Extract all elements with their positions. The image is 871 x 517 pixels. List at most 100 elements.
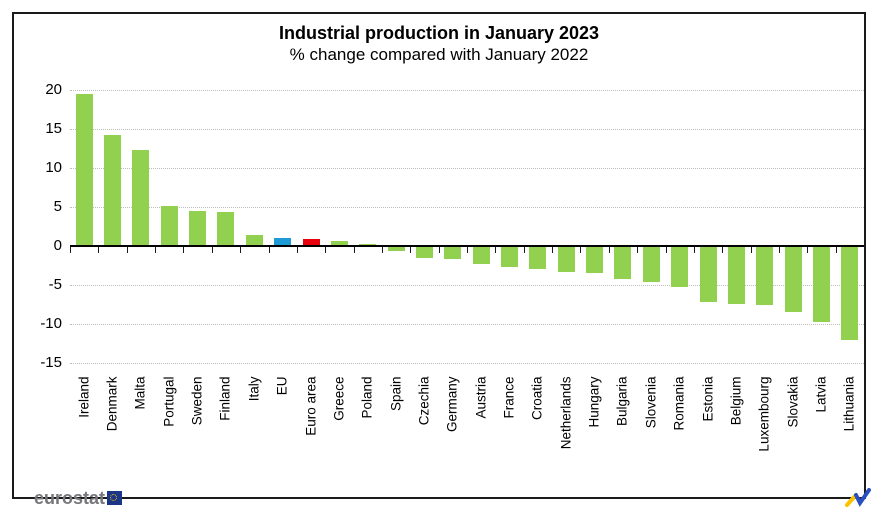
x-axis-label-croatia: Croatia xyxy=(529,376,545,420)
bar-lithuania xyxy=(841,246,859,340)
axis-tick xyxy=(438,247,440,253)
trend-line-icon xyxy=(845,488,871,507)
x-axis-label-spain: Spain xyxy=(388,376,404,411)
bar-romania xyxy=(671,246,689,288)
x-axis-label-bulgaria: Bulgaria xyxy=(614,376,630,426)
bar-portugal xyxy=(160,206,178,246)
axis-tick xyxy=(183,247,185,253)
bar-spain xyxy=(387,246,405,252)
axis-tick xyxy=(778,247,780,253)
axis-tick xyxy=(325,247,327,253)
bar-malta xyxy=(132,150,150,246)
x-axis-label-denmark: Denmark xyxy=(104,376,120,431)
x-axis-label-romania: Romania xyxy=(671,376,687,431)
axis-tick xyxy=(353,247,355,253)
gridline-15 xyxy=(70,128,864,130)
axis-tick xyxy=(211,247,213,253)
axis-tick xyxy=(495,247,497,253)
axis-tick xyxy=(155,247,157,253)
axis-tick xyxy=(381,247,383,253)
gridline-10 xyxy=(70,167,864,169)
y-axis-label-20: 20 xyxy=(45,81,62,98)
x-axis-label-finland: Finland xyxy=(217,376,233,421)
bar-euro-area xyxy=(302,238,320,246)
bar-luxembourg xyxy=(756,246,774,306)
axis-tick xyxy=(807,247,809,253)
x-axis-label-estonia: Estonia xyxy=(700,376,716,422)
eu-flag-stars xyxy=(110,494,118,501)
axis-tick xyxy=(637,247,639,253)
gridline-5 xyxy=(70,206,864,208)
bar-estonia xyxy=(699,246,717,303)
y-axis-label--5: -5 xyxy=(48,276,62,293)
x-axis-label-latvia: Latvia xyxy=(813,376,829,413)
bar-croatia xyxy=(529,246,547,270)
x-axis-label-euro-area: Euro area xyxy=(303,376,319,436)
y-axis-label-10: 10 xyxy=(45,159,62,176)
x-axis-label-belgium: Belgium xyxy=(728,376,744,425)
axis-tick xyxy=(552,247,554,253)
bar-denmark xyxy=(104,135,122,246)
axis-tick xyxy=(864,247,865,253)
bar-italy xyxy=(245,235,263,246)
bar-eu xyxy=(274,238,292,246)
x-axis-label-eu: EU xyxy=(274,376,290,395)
bar-france xyxy=(501,246,519,268)
chart-frame: Industrial production in January 2023 % … xyxy=(12,12,871,507)
y-axis-label-0: 0 xyxy=(53,237,62,254)
x-axis-label-sweden: Sweden xyxy=(189,376,205,425)
axis-tick xyxy=(693,247,695,253)
bar-germany xyxy=(444,246,462,260)
bar-bulgaria xyxy=(614,246,632,279)
trend-line-blue-segment xyxy=(854,488,871,507)
y-axis-label--15: -15 xyxy=(40,354,62,371)
axis-tick xyxy=(98,247,100,253)
bar-sweden xyxy=(189,210,207,246)
bar-slovenia xyxy=(642,246,660,282)
x-axis-label-netherlands: Netherlands xyxy=(558,376,574,449)
axis-tick xyxy=(268,247,270,253)
axis-tick xyxy=(750,247,752,253)
bar-greece xyxy=(330,241,348,246)
x-axis-label-italy: Italy xyxy=(246,376,262,401)
chart-subtitle: % change compared with January 2022 xyxy=(289,45,589,64)
y-axis-label-5: 5 xyxy=(53,198,62,215)
bar-belgium xyxy=(727,246,745,304)
trend-line-yellow-segment xyxy=(845,493,858,507)
x-axis-label-germany: Germany xyxy=(444,376,460,432)
bar-slovakia xyxy=(784,246,802,313)
x-axis-label-portugal: Portugal xyxy=(161,376,177,427)
eurostat-logo-text: eurostat xyxy=(34,488,106,508)
x-axis-label-slovakia: Slovakia xyxy=(785,376,801,428)
zero-axis-line xyxy=(70,245,864,247)
bar-austria xyxy=(472,246,490,264)
bar-finland xyxy=(217,212,235,246)
axis-tick xyxy=(523,247,525,253)
x-axis-label-hungary: Hungary xyxy=(586,376,602,428)
bar-netherlands xyxy=(557,246,575,272)
bar-ireland xyxy=(75,93,93,246)
x-axis-label-malta: Malta xyxy=(132,376,148,410)
x-axis-label-france: France xyxy=(501,376,517,419)
x-axis-label-ireland: Ireland xyxy=(76,376,92,418)
x-axis-label-poland: Poland xyxy=(359,376,375,419)
x-axis-label-greece: Greece xyxy=(331,376,347,421)
x-axis-label-czechia: Czechia xyxy=(416,376,432,425)
axis-tick xyxy=(296,247,298,253)
gridline-20 xyxy=(70,89,864,91)
gridline--10 xyxy=(70,323,864,325)
axis-tick xyxy=(608,247,610,253)
y-axis-label-15: 15 xyxy=(45,120,62,137)
eurostat-logo: eurostat xyxy=(34,488,123,508)
x-axis-label-slovenia: Slovenia xyxy=(643,376,659,428)
title-block: Industrial production in January 2023 % … xyxy=(14,22,864,65)
bar-czechia xyxy=(415,246,433,258)
axis-tick xyxy=(467,247,468,253)
plot-area: 20 15 10 5 0 -5 -10 -15 Ireland Denmark Malta Portu… xyxy=(14,14,865,497)
axis-tick xyxy=(240,247,242,253)
gridline--15 xyxy=(70,362,864,364)
axis-tick xyxy=(835,247,837,253)
x-axis-label-austria: Austria xyxy=(473,376,489,419)
axis-tick xyxy=(665,247,667,253)
